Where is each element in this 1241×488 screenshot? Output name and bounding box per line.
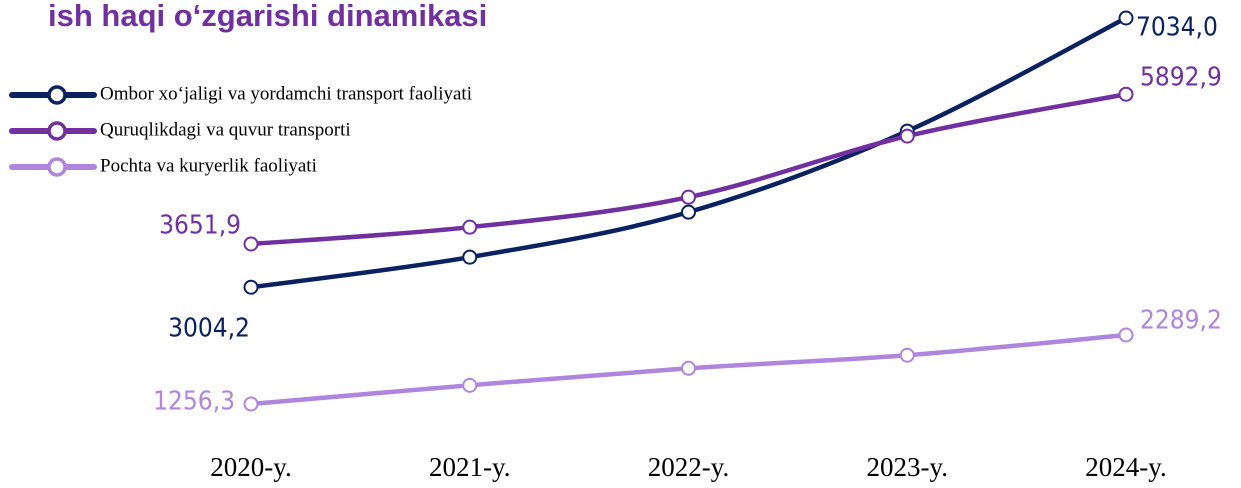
point-marker xyxy=(462,219,478,235)
point-marker xyxy=(243,236,259,252)
point-marker xyxy=(1118,327,1134,343)
legend-marker xyxy=(47,157,67,177)
series-line xyxy=(250,92,1127,247)
data-label: 7034,0 xyxy=(1136,13,1218,43)
x-tick-label: 2022-y. xyxy=(648,452,730,482)
point-marker xyxy=(1118,10,1134,26)
x-tick-label: 2023-y. xyxy=(867,452,949,482)
point-marker xyxy=(681,204,696,220)
legend-marker xyxy=(47,85,67,105)
series-line xyxy=(250,16,1128,290)
legend-label: Pochta va kuryerlik faoliyati xyxy=(100,155,317,176)
x-tick-label: 2021-y. xyxy=(429,452,511,482)
point-marker xyxy=(681,360,696,376)
chart-title: ish haqi o‘zgarishi dinamikasi xyxy=(48,0,487,33)
data-label: 1256,3 xyxy=(153,387,235,417)
point-marker xyxy=(1118,86,1134,102)
data-label: 3004,2 xyxy=(168,314,250,344)
data-label: 3651,9 xyxy=(159,210,241,240)
x-tick-label: 2020-y. xyxy=(210,452,292,482)
legend-marker xyxy=(47,121,67,141)
legend-label: Quruqlikdagi va quvur transporti xyxy=(100,119,351,140)
point-marker xyxy=(462,377,478,393)
data-label: 5892,9 xyxy=(1140,63,1222,93)
x-tick-label: 2024-y. xyxy=(1085,452,1167,482)
point-marker xyxy=(243,396,259,412)
point-marker xyxy=(899,128,915,144)
point-marker xyxy=(462,249,478,265)
data-label: 2289,2 xyxy=(1140,305,1222,335)
point-marker xyxy=(243,279,259,295)
point-marker xyxy=(899,347,915,363)
point-marker xyxy=(681,189,696,205)
legend-label: Ombor xo‘jaligi va yordamchi transport f… xyxy=(100,83,472,104)
